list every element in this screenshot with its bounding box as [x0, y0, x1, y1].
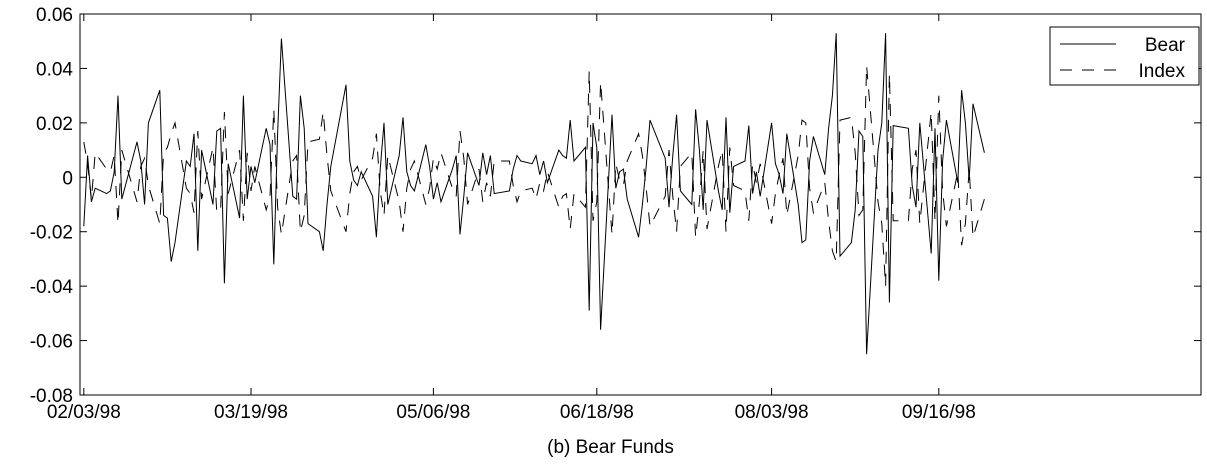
chart-caption: (b) Bear Funds	[547, 437, 674, 458]
y-tick-label: 0.06	[36, 5, 73, 26]
series-line-index	[84, 66, 985, 286]
x-tick-label: 09/16/98	[902, 402, 976, 423]
y-tick-label: 0.04	[36, 59, 73, 80]
plot-border	[80, 14, 1201, 395]
legend-label-bear: Bear	[1145, 35, 1186, 56]
legend-label-index: Index	[1139, 61, 1186, 82]
y-tick-label: -0.02	[30, 223, 73, 244]
series-line-bear	[84, 33, 985, 354]
plot-frame	[80, 14, 1201, 395]
y-tick-label: -0.06	[30, 332, 73, 353]
y-tick-label: 0	[62, 168, 73, 189]
y-tick-label: 0.02	[36, 114, 73, 135]
x-tick-label: 06/18/98	[560, 402, 634, 423]
y-tick-label: -0.04	[30, 277, 74, 298]
x-tick-label: 03/19/98	[214, 402, 288, 423]
x-tick-label: 08/03/98	[735, 402, 809, 423]
series-lines	[84, 33, 985, 354]
x-tick-label: 02/03/98	[47, 402, 121, 423]
x-tick-label: 05/06/98	[396, 402, 470, 423]
legend: Bear Index	[1050, 27, 1199, 85]
